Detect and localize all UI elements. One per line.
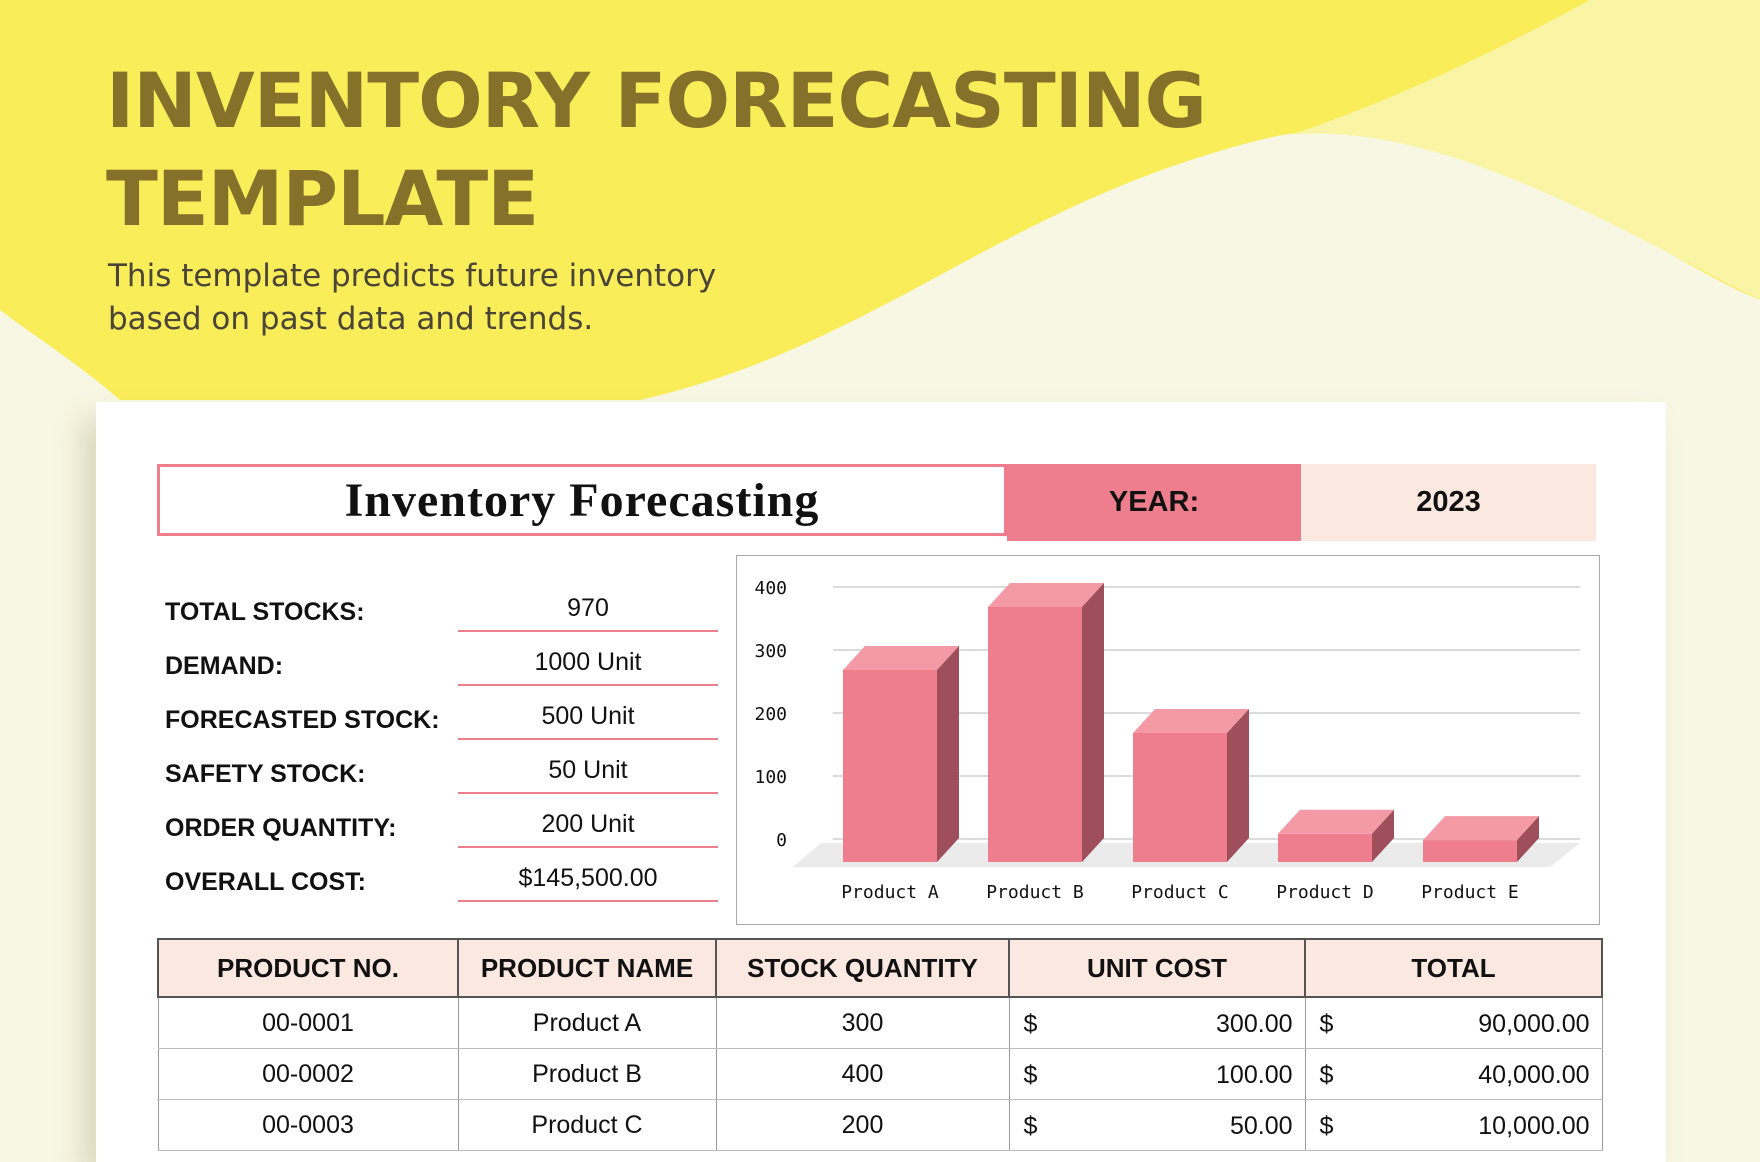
x-tick-label: Product C xyxy=(1131,882,1229,903)
summary-value-demand[interactable]: 1000 Unit xyxy=(458,642,718,686)
page-title-line1: INVENTORY FORECASTING xyxy=(106,56,1207,145)
currency-symbol: $ xyxy=(1319,1061,1334,1089)
col-header-product-name: PRODUCT NAME xyxy=(457,938,717,998)
bar-top xyxy=(988,583,1104,607)
cell-total[interactable]: $40,000.00 xyxy=(1304,1048,1603,1100)
cell-product-no[interactable]: 00-0002 xyxy=(157,1048,459,1100)
x-tick-label: Product D xyxy=(1276,882,1374,903)
subtitle-line2: based on past data and trends. xyxy=(108,301,594,337)
x-tick-label: Product A xyxy=(841,882,939,903)
cell-total[interactable]: $90,000.00 xyxy=(1304,997,1603,1049)
unit-cost-value: 300.00 xyxy=(1216,1010,1293,1038)
table-row: 00-0001 Product A 300 $300.00 $90,000.00 xyxy=(157,997,1603,1049)
table-header-row: PRODUCT NO. PRODUCT NAME STOCK QUANTITY … xyxy=(157,938,1603,998)
cell-unit-cost[interactable]: $300.00 xyxy=(1008,997,1306,1049)
cell-stock-quantity[interactable]: 400 xyxy=(715,1048,1010,1100)
y-tick-label: 0 xyxy=(776,830,787,851)
subtitle-line1: This template predicts future inventory xyxy=(108,258,717,294)
total-value: 40,000.00 xyxy=(1478,1061,1590,1089)
x-tick-label: Product E xyxy=(1421,882,1519,903)
summary-label-safety-stock: SAFETY STOCK: xyxy=(165,760,366,788)
page-title: INVENTORY FORECASTING TEMPLATE xyxy=(106,52,1207,248)
spreadsheet-card: Inventory Forecasting YEAR: 2023 TOTAL S… xyxy=(96,402,1666,1162)
bar-top xyxy=(843,646,959,670)
sheet-title-box: Inventory Forecasting xyxy=(157,464,1007,536)
currency-symbol: $ xyxy=(1023,1112,1038,1140)
col-header-stock-quantity: STOCK QUANTITY xyxy=(715,938,1010,998)
currency-symbol: $ xyxy=(1023,1061,1038,1089)
y-tick-label: 400 xyxy=(754,578,787,599)
chart-svg: 0 100 200 300 400 Product A Product B Product C… xyxy=(754,578,1580,903)
page-subtitle: This template predicts future inventory … xyxy=(108,255,808,341)
bar-side xyxy=(1372,809,1394,862)
cell-product-name[interactable]: Product A xyxy=(457,997,717,1049)
cell-product-name[interactable]: Product B xyxy=(457,1048,717,1100)
bar-side xyxy=(1227,709,1249,862)
sheet-title: Inventory Forecasting xyxy=(344,473,820,527)
bar-top xyxy=(1133,709,1249,733)
bar-top xyxy=(1278,809,1394,834)
cell-product-no[interactable]: 00-0003 xyxy=(157,1099,459,1151)
currency-symbol: $ xyxy=(1023,1010,1038,1038)
col-header-product-no: PRODUCT NO. xyxy=(157,938,459,998)
cell-product-no[interactable]: 00-0001 xyxy=(157,997,459,1049)
col-header-total: TOTAL xyxy=(1304,938,1603,998)
y-tick-label: 100 xyxy=(754,767,787,788)
summary-label-forecasted-stock: FORECASTED STOCK: xyxy=(165,706,440,734)
bar-front xyxy=(988,607,1082,862)
cell-total[interactable]: $10,000.00 xyxy=(1304,1099,1603,1151)
y-tick-label: 200 xyxy=(754,704,787,725)
summary-value-overall-cost[interactable]: $145,500.00 xyxy=(458,858,718,902)
unit-cost-value: 100.00 xyxy=(1216,1061,1293,1089)
bar-side xyxy=(1517,816,1539,862)
y-tick-label: 300 xyxy=(754,641,787,662)
bar-front xyxy=(1278,833,1372,862)
bar-side xyxy=(1082,583,1104,862)
summary-label-total-stocks: TOTAL STOCKS: xyxy=(165,598,365,626)
summary-value-forecasted-stock[interactable]: 500 Unit xyxy=(458,696,718,740)
summary-value-safety-stock[interactable]: 50 Unit xyxy=(458,750,718,794)
total-value: 90,000.00 xyxy=(1478,1010,1590,1038)
total-value: 10,000.00 xyxy=(1478,1112,1590,1140)
summary-label-overall-cost: OVERALL COST: xyxy=(165,868,366,896)
cell-stock-quantity[interactable]: 300 xyxy=(715,997,1010,1049)
summary-label-demand: DEMAND: xyxy=(165,652,284,680)
year-value[interactable]: 2023 xyxy=(1301,464,1596,541)
product-table: PRODUCT NO. PRODUCT NAME STOCK QUANTITY … xyxy=(157,938,1603,1151)
bar-side xyxy=(937,646,959,862)
table-row: 00-0002 Product B 400 $100.00 $40,000.00 xyxy=(157,1048,1603,1100)
page-title-line2: TEMPLATE xyxy=(106,154,539,243)
table-row: 00-0003 Product C 200 $50.00 $10,000.00 xyxy=(157,1099,1603,1151)
bar-front xyxy=(843,670,937,862)
summary-label-order-quantity: ORDER QUANTITY: xyxy=(165,814,397,842)
cell-product-name[interactable]: Product C xyxy=(457,1099,717,1151)
bar-front xyxy=(1423,840,1517,862)
bar-top xyxy=(1423,816,1539,841)
cell-unit-cost[interactable]: $100.00 xyxy=(1008,1048,1306,1100)
x-tick-label: Product B xyxy=(986,882,1084,903)
summary-value-order-quantity[interactable]: 200 Unit xyxy=(458,804,718,848)
col-header-unit-cost: UNIT COST xyxy=(1008,938,1306,998)
bar-front xyxy=(1133,733,1227,862)
unit-cost-value: 50.00 xyxy=(1229,1112,1293,1140)
cell-stock-quantity[interactable]: 200 xyxy=(715,1099,1010,1151)
summary-value-total-stocks[interactable]: 970 xyxy=(458,588,718,632)
currency-symbol: $ xyxy=(1319,1010,1334,1038)
currency-symbol: $ xyxy=(1319,1112,1334,1140)
year-label: YEAR: xyxy=(1007,464,1301,541)
inventory-bar-chart: 0 100 200 300 400 Product A Product B Product C… xyxy=(736,555,1600,925)
cell-unit-cost[interactable]: $50.00 xyxy=(1008,1099,1306,1151)
